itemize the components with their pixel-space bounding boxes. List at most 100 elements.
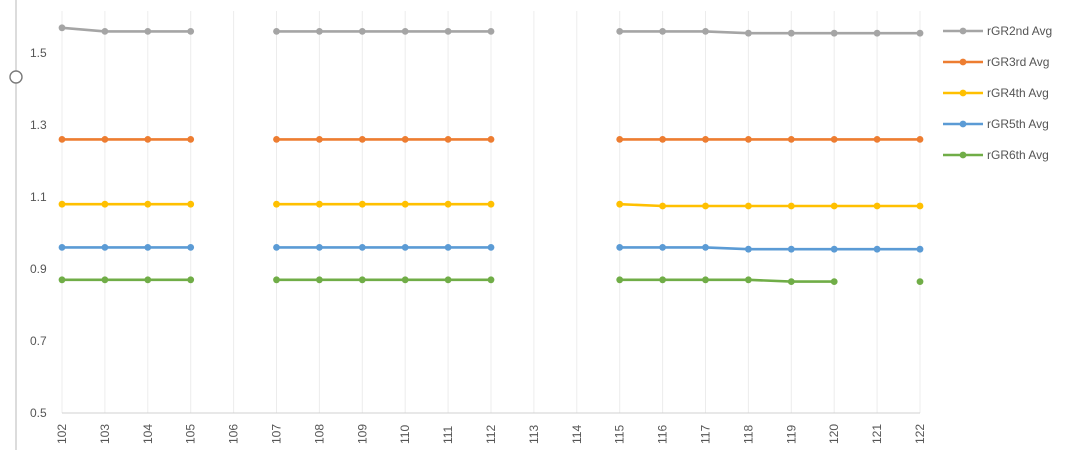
data-point — [401, 136, 409, 143]
data-point — [444, 136, 452, 143]
x-tick-label: 105 — [184, 424, 198, 444]
data-point — [659, 202, 666, 210]
chart-legend: rGR2nd Avg rGR3rd Avg rGR4th Avg rGR5th Avg… — [943, 24, 1052, 162]
data-point — [273, 136, 280, 143]
data-point — [745, 202, 752, 210]
data-point — [58, 136, 66, 143]
data-point — [358, 28, 366, 35]
series-line — [619, 30, 920, 35]
y-axis-ticks: 0.5 0.7 0.9 1.1 1.3 1.5 — [30, 46, 47, 420]
data-point — [187, 28, 195, 35]
data-point — [830, 202, 838, 210]
data-point — [273, 200, 280, 208]
data-point — [830, 278, 838, 285]
legend-item: rGR6th Avg — [943, 148, 1049, 162]
y-tick-label: 1.3 — [30, 118, 47, 132]
data-point — [487, 200, 495, 208]
data-point — [101, 244, 109, 251]
x-tick-label: 121 — [870, 424, 884, 444]
data-point — [316, 276, 323, 284]
data-point — [830, 245, 838, 253]
x-tick-label: 118 — [741, 425, 755, 444]
data-point — [144, 244, 152, 251]
data-point — [745, 29, 752, 37]
series-line — [61, 26, 191, 33]
x-tick-label: 117 — [699, 425, 713, 444]
data-point — [659, 136, 666, 143]
data-point — [444, 276, 452, 284]
y-tick-label: 1.5 — [30, 46, 47, 60]
data-point — [187, 200, 195, 208]
data-point — [144, 136, 152, 143]
x-tick-label: 113 — [527, 425, 541, 444]
series-line — [619, 278, 835, 283]
data-point — [702, 202, 709, 210]
data-point — [659, 276, 666, 284]
grid-lines — [61, 11, 921, 414]
data-point — [787, 245, 795, 253]
x-axis-ticks: 102 103 104 105 106 107 108 109 110 111 112 113 114 1… — [55, 424, 927, 444]
y-tick-label: 1.1 — [30, 190, 47, 204]
legend-swatch-marker — [959, 89, 967, 97]
series-line — [619, 202, 920, 208]
data-point — [316, 28, 323, 35]
data-point — [830, 29, 838, 37]
legend-label: rGR4th Avg — [987, 86, 1049, 100]
x-tick-label: 114 — [570, 425, 584, 444]
data-point — [401, 244, 409, 251]
data-point — [745, 245, 752, 253]
data-point — [616, 28, 624, 35]
data-point — [787, 278, 795, 285]
data-point — [487, 244, 495, 251]
data-point — [873, 136, 881, 143]
legend-label: rGR3rd Avg — [987, 55, 1049, 69]
data-point — [487, 28, 495, 35]
data-point — [787, 202, 795, 210]
data-point — [187, 276, 195, 284]
data-point — [616, 244, 624, 251]
axis-handle[interactable] — [9, 70, 23, 84]
series-2 — [58, 136, 924, 143]
series-line — [619, 246, 920, 251]
legend-swatch-marker — [959, 27, 967, 35]
data-point — [444, 200, 452, 208]
x-tick-label: 122 — [913, 424, 927, 444]
data-point — [830, 136, 838, 143]
data-point — [358, 244, 366, 251]
data-point — [487, 136, 495, 143]
data-point — [358, 276, 366, 284]
data-point — [273, 276, 280, 284]
data-point — [316, 136, 323, 143]
x-tick-label: 116 — [656, 425, 670, 444]
data-point — [616, 200, 624, 208]
data-point — [787, 29, 795, 37]
legend-label: rGR2nd Avg — [987, 24, 1052, 38]
data-point — [144, 28, 152, 35]
data-point — [58, 276, 66, 284]
data-point — [444, 244, 452, 251]
data-point — [273, 28, 280, 35]
x-tick-label: 115 — [613, 425, 627, 444]
series-3 — [58, 200, 924, 210]
data-point — [616, 276, 624, 284]
series-5 — [58, 276, 924, 285]
data-point — [916, 202, 924, 210]
data-point — [101, 136, 109, 143]
legend-swatch-marker — [959, 151, 967, 159]
data-point — [273, 244, 280, 251]
legend-item: rGR4th Avg — [943, 86, 1049, 100]
data-point — [401, 276, 409, 284]
legend-item: rGR2nd Avg — [943, 24, 1052, 38]
data-point — [659, 244, 666, 251]
data-point — [702, 244, 709, 251]
series-layer — [58, 24, 924, 285]
data-point — [187, 244, 195, 251]
data-point — [101, 276, 109, 284]
data-point — [358, 136, 366, 143]
legend-item: rGR5th Avg — [943, 117, 1049, 131]
data-point — [702, 28, 709, 35]
data-point — [358, 200, 366, 208]
x-tick-label: 112 — [484, 425, 498, 444]
data-point — [58, 244, 66, 251]
data-point — [787, 136, 795, 143]
